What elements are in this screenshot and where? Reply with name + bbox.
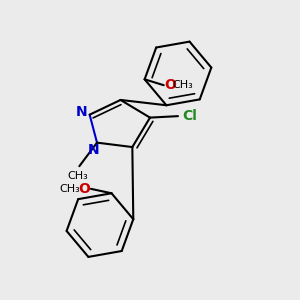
- Text: CH₃: CH₃: [68, 172, 88, 182]
- Text: CH₃: CH₃: [172, 80, 193, 90]
- Text: CH₃: CH₃: [60, 184, 81, 194]
- Text: N: N: [88, 143, 100, 157]
- Text: Cl: Cl: [182, 109, 197, 123]
- Text: O: O: [165, 78, 176, 92]
- Text: O: O: [78, 182, 90, 196]
- Text: N: N: [76, 105, 87, 119]
